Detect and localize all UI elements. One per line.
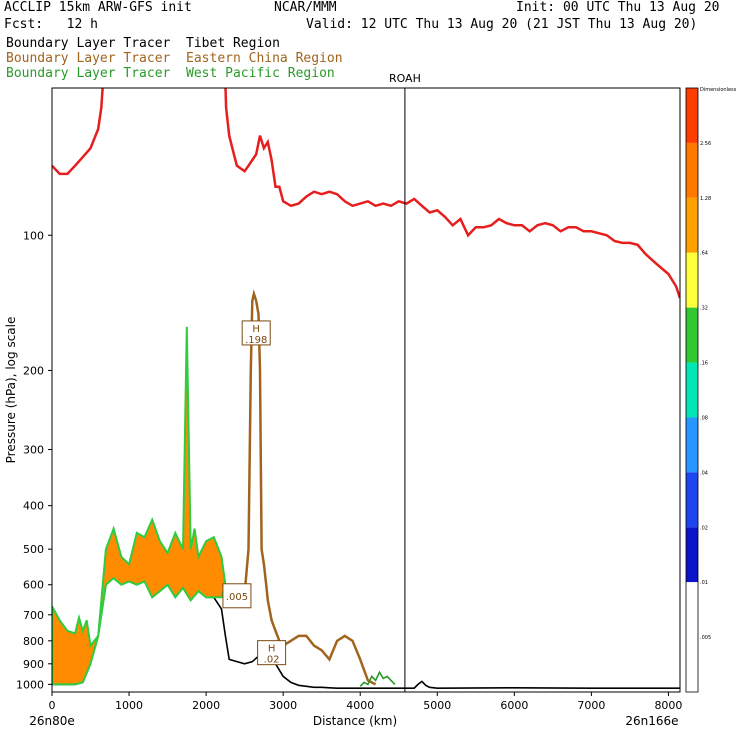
series-west-pacific-tracer bbox=[359, 670, 396, 687]
legend-west-pacific: Boundary Layer Tracer West Pacific Regio… bbox=[6, 66, 335, 81]
colorbar-swatch-8 bbox=[686, 527, 698, 583]
series-tibet-tracer bbox=[52, 326, 227, 686]
legend-tibet: Boundary Layer Tracer Tibet Region bbox=[6, 36, 280, 51]
colorbar-label-9: .01 bbox=[700, 580, 708, 586]
forecast-hour: Fcst: 12 h bbox=[4, 17, 98, 32]
annotation-h-0: H bbox=[252, 324, 260, 335]
colorbar-label-7: .04 bbox=[700, 470, 708, 476]
x-tick-label-6000: 6000 bbox=[500, 699, 528, 712]
colorbar-swatch-10 bbox=[686, 637, 698, 692]
roah-marker-label: ROAH bbox=[389, 72, 421, 85]
annotation-value-1: .005 bbox=[226, 592, 248, 603]
annotation-box-1 bbox=[222, 583, 252, 609]
x-tick-label-3000: 3000 bbox=[269, 699, 297, 712]
y-tick-label-900: 900 bbox=[23, 658, 44, 671]
colorbar-swatch-0 bbox=[686, 88, 698, 143]
annotation-value-0: .198 bbox=[245, 335, 267, 346]
x-start-label: 26n80e bbox=[29, 714, 75, 728]
series-tropopause bbox=[52, 88, 680, 299]
y-tick-label-700: 700 bbox=[23, 609, 44, 622]
colorbar-swatch-4 bbox=[686, 307, 698, 363]
x-tick-label-5000: 5000 bbox=[423, 699, 451, 712]
y-tick-label-400: 400 bbox=[23, 500, 44, 513]
y-tick-label-1000: 1000 bbox=[16, 678, 44, 691]
y-tick-label-200: 200 bbox=[23, 364, 44, 377]
colorbar-label-3: .64 bbox=[700, 251, 708, 257]
colorbar-swatch-9 bbox=[686, 582, 698, 638]
y-tick-label-800: 800 bbox=[23, 635, 44, 648]
colorbar-label-5: .16 bbox=[700, 361, 708, 367]
series-eastern-china-tracer bbox=[228, 289, 377, 686]
valid-time: Valid: 12 UTC Thu 13 Aug 20 (21 JST Thu … bbox=[306, 17, 698, 32]
y-tick-label-300: 300 bbox=[23, 444, 44, 457]
legend-eastern-china: Boundary Layer Tracer Eastern China Regi… bbox=[6, 51, 343, 66]
annotation-h-2: H bbox=[268, 644, 276, 655]
colorbar-frame bbox=[685, 87, 699, 693]
colorbar-label-1: 2.56 bbox=[700, 141, 711, 147]
annotation-box-0 bbox=[241, 320, 271, 346]
x-axis-title: Distance (km) bbox=[313, 714, 397, 728]
colorbar-label-2: 1.28 bbox=[700, 196, 711, 202]
colorbar-swatch-1 bbox=[686, 142, 698, 198]
y-tick-label-600: 600 bbox=[23, 579, 44, 592]
chart-title-left: ACCLIP 15km ARW-GFS init bbox=[4, 0, 192, 15]
colorbar-label-4: .32 bbox=[700, 306, 708, 312]
x-tick-label-4000: 4000 bbox=[346, 699, 374, 712]
colorbar-label-6: .08 bbox=[700, 415, 708, 421]
x-tick-label-0: 0 bbox=[49, 699, 56, 712]
colorbar-swatch-5 bbox=[686, 362, 698, 418]
y-tick-label-100: 100 bbox=[23, 229, 44, 242]
plot-frame bbox=[51, 87, 681, 693]
x-end-label: 26n166e bbox=[625, 714, 678, 728]
x-tick-label-2000: 2000 bbox=[192, 699, 220, 712]
colorbar-label-0: Dimensionless bbox=[700, 87, 737, 93]
colorbar-swatch-3 bbox=[686, 252, 698, 308]
y-tick-label-500: 500 bbox=[23, 543, 44, 556]
init-time: Init: 00 UTC Thu 13 Aug 20 bbox=[516, 0, 720, 15]
x-tick-label-1000: 1000 bbox=[115, 699, 143, 712]
colorbar-label-8: .02 bbox=[700, 525, 708, 531]
chart-title-center: NCAR/MMM bbox=[274, 0, 337, 15]
colorbar-swatch-7 bbox=[686, 472, 698, 528]
annotation-box-2 bbox=[257, 640, 287, 666]
colorbar-label-10: .005 bbox=[700, 635, 711, 641]
colorbar-swatch-6 bbox=[686, 417, 698, 473]
colorbar-swatch-2 bbox=[686, 197, 698, 253]
annotation-value-2: .02 bbox=[264, 655, 280, 666]
x-tick-label-8000: 8000 bbox=[654, 699, 682, 712]
x-tick-label-7000: 7000 bbox=[577, 699, 605, 712]
y-axis-title: Pressure (hPa), log scale bbox=[4, 317, 18, 464]
